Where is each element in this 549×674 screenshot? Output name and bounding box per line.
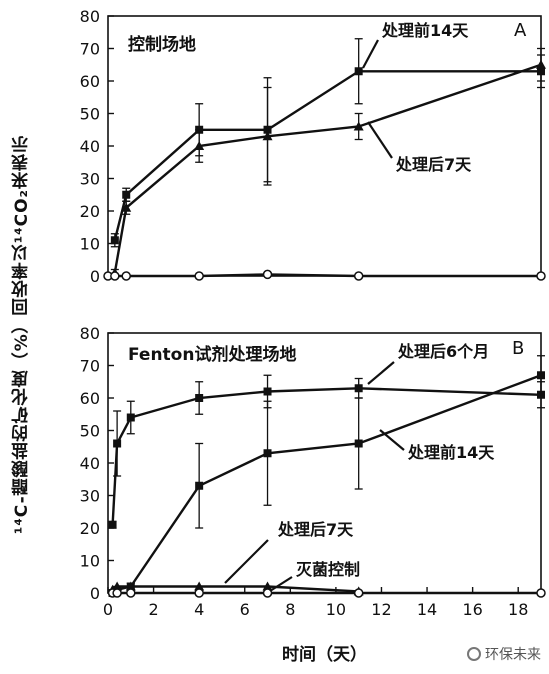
series-2	[109, 47, 546, 277]
data-point-triangle	[194, 141, 205, 150]
y-tick-label: 20	[80, 519, 100, 538]
data-point-square	[537, 371, 545, 380]
y-tick-label: 20	[80, 202, 100, 221]
y-tick-label: 10	[80, 552, 100, 571]
annotation-leader	[379, 429, 405, 451]
series-1	[108, 374, 545, 529]
data-point-circle	[121, 271, 131, 281]
data-point-triangle	[536, 59, 546, 69]
series-4	[107, 588, 546, 598]
y-tick-label: 50	[80, 105, 100, 124]
y-tick-label: 80	[80, 324, 100, 343]
x-tick-label: 8	[285, 600, 295, 619]
data-point-square	[354, 384, 363, 393]
data-point-square	[110, 236, 119, 245]
panel-b: 0 10 20 30 40 50 60 70 80 0 2 4 6 8 10 12 14 16 18 Fenton试剂…	[80, 324, 546, 665]
data-point-square	[122, 190, 131, 199]
x-tick-label: 10	[326, 600, 346, 619]
y-tick-label: 60	[80, 389, 100, 408]
data-point-circle	[262, 588, 273, 598]
series-annotation: 处理后7天	[395, 155, 472, 174]
data-point-circle	[536, 588, 546, 598]
data-point-circle	[536, 271, 546, 281]
watermark-logo-icon	[467, 647, 481, 661]
plot-frame	[107, 15, 542, 277]
series-annotation: 处理前14天	[407, 443, 495, 462]
data-point-triangle	[353, 121, 364, 131]
panel-letter: B	[512, 338, 524, 359]
series-1	[110, 38, 545, 248]
y-tick-label: 50	[80, 422, 100, 441]
data-point-circle	[112, 588, 122, 598]
series-annotation: 处理后6个月	[397, 342, 489, 361]
x-tick-label: 6	[240, 600, 250, 619]
annotation-leader	[269, 576, 293, 592]
annotation-leader	[367, 121, 393, 159]
watermark-text: 环保未来	[485, 647, 541, 663]
annotation-leader	[224, 539, 269, 584]
data-point-triangle	[194, 581, 205, 591]
series-line	[113, 63, 542, 274]
y-tick-label: 40	[80, 454, 100, 473]
y-axis-label: ¹⁴C-醋酸盐的矿化度（%）回收率以¹⁴CO₂来表示	[11, 135, 32, 535]
y-tick-label: 80	[80, 7, 100, 26]
y-tick-label: 10	[80, 235, 100, 254]
x-tick-label: 16	[462, 600, 482, 619]
data-point-square	[195, 481, 204, 490]
data-point-triangle	[262, 581, 273, 591]
panel-letter: A	[514, 20, 527, 41]
y-tick-label: 70	[80, 40, 100, 59]
data-point-circle	[353, 588, 364, 598]
x-tick-label: 12	[371, 600, 391, 619]
series-annotation: 灭菌控制	[295, 560, 360, 579]
series-line	[113, 70, 541, 241]
data-point-circle	[262, 269, 273, 280]
y-tick-label: 40	[80, 137, 100, 156]
data-point-square	[263, 449, 272, 458]
y-axis-label-wrap: ¹⁴C-醋酸盐的矿化度（%）回收率以¹⁴CO₂来表示	[4, 80, 38, 590]
panel-title: 控制场地	[128, 34, 196, 55]
annotation-leader	[367, 361, 395, 385]
y-tick-label: 30	[80, 170, 100, 189]
x-tick-label: 2	[148, 600, 158, 619]
data-point-circle	[110, 271, 120, 281]
x-tick-label: 14	[417, 600, 437, 619]
data-point-triangle	[121, 202, 132, 212]
y-tick-label: 60	[80, 72, 100, 91]
data-point-circle	[353, 271, 364, 281]
y-tick-label: 30	[80, 487, 100, 506]
y-tick-label: 0	[90, 267, 100, 286]
watermark: 环保未来	[467, 644, 541, 664]
x-tick-label: 4	[194, 600, 204, 619]
series-3	[103, 269, 546, 281]
y-tick-label: 0	[90, 584, 100, 603]
data-point-circle	[126, 588, 136, 598]
data-point-triangle	[262, 131, 273, 141]
data-point-square	[354, 67, 363, 76]
annotation-leader	[362, 39, 379, 69]
data-point-square	[113, 439, 122, 448]
data-point-square	[108, 520, 117, 529]
series-annotation: 处理前14天	[381, 21, 469, 40]
series-line	[108, 273, 541, 278]
data-point-square	[263, 387, 272, 396]
data-point-circle	[194, 588, 204, 598]
data-point-square	[126, 413, 135, 422]
x-tick-label: 0	[103, 600, 113, 619]
data-point-triangle	[112, 581, 123, 591]
series-line	[111, 585, 359, 593]
x-axis-label: 时间（天）	[282, 644, 367, 665]
data-point-square	[195, 394, 204, 402]
series-annotation: 处理后7天	[277, 520, 354, 539]
data-point-circle	[194, 271, 204, 281]
y-tick-label: 70	[80, 357, 100, 376]
data-point-triangle	[125, 581, 136, 591]
plot-frame	[107, 332, 542, 594]
panel-title: Fenton试剂处理场地	[128, 344, 296, 365]
x-tick-label: 18	[508, 600, 528, 619]
data-point-square	[354, 439, 363, 448]
